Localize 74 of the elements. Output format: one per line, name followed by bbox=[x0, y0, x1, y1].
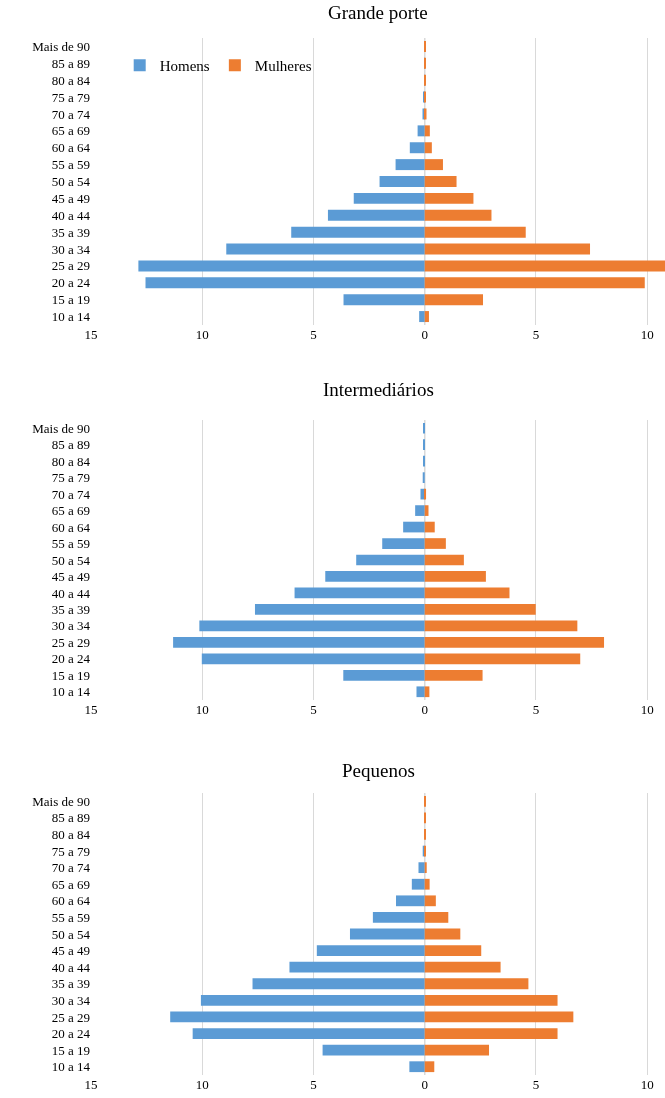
y-tick-label: 45 a 49 bbox=[51, 943, 90, 959]
y-tick-label: 45 a 49 bbox=[51, 569, 90, 585]
x-tick-label: 5 bbox=[310, 702, 317, 717]
y-tick-label: 15 a 19 bbox=[51, 292, 90, 308]
y-tick-label: 30 a 34 bbox=[51, 241, 91, 257]
y-tick-label: 85 a 89 bbox=[51, 437, 90, 453]
chart-title: Grande porte bbox=[328, 2, 428, 23]
y-tick-label: 15 a 19 bbox=[51, 1042, 90, 1058]
y-tick-label: 35 a 39 bbox=[51, 601, 90, 617]
y-tick-label: 70 a 74 bbox=[51, 860, 91, 876]
y-tick-label: 70 a 74 bbox=[51, 106, 91, 122]
y-tick-label: 35 a 39 bbox=[51, 976, 90, 992]
x-tick-label: 0 bbox=[421, 1077, 428, 1092]
y-tick-label: 50 a 54 bbox=[51, 926, 91, 942]
y-tick-label: 60 a 64 bbox=[51, 519, 91, 535]
y-tick-label: 25 a 29 bbox=[51, 1009, 90, 1025]
x-tick-label: 10 bbox=[195, 702, 209, 717]
x-tick-label: 10 bbox=[640, 327, 654, 342]
y-tick-label: 10 a 14 bbox=[51, 1059, 91, 1075]
y-tick-label: 60 a 64 bbox=[51, 893, 91, 909]
y-tick-label: 65 a 69 bbox=[51, 503, 90, 519]
y-tick-label: 75 a 79 bbox=[51, 470, 90, 486]
x-tick-label: 15 bbox=[84, 1077, 98, 1092]
y-tick-label: 30 a 34 bbox=[51, 992, 91, 1008]
y-tick-label: 10 a 14 bbox=[51, 309, 91, 325]
x-tick-label: 5 bbox=[532, 1077, 540, 1092]
y-tick-label: 75 a 79 bbox=[51, 89, 90, 105]
y-tick-label: 35 a 39 bbox=[51, 224, 90, 240]
y-tick-label: 80 a 84 bbox=[51, 827, 91, 843]
x-tick-label: 5 bbox=[310, 1077, 317, 1092]
y-tick-label: 65 a 69 bbox=[51, 876, 90, 892]
y-tick-label: 55 a 59 bbox=[51, 909, 90, 925]
y-tick-label: 20 a 24 bbox=[51, 275, 91, 291]
legend-label: Mulheres bbox=[254, 58, 312, 75]
y-tick-label: 55 a 59 bbox=[51, 157, 90, 173]
y-tick-label: 25 a 29 bbox=[51, 258, 90, 274]
x-tick-label: 0 bbox=[421, 702, 428, 717]
y-tick-label: 75 a 79 bbox=[51, 843, 90, 859]
y-tick-label: 65 a 69 bbox=[51, 123, 90, 139]
y-tick-label: 10 a 14 bbox=[51, 684, 91, 700]
y-tick-label: Mais de 90 bbox=[32, 38, 90, 54]
y-tick-label: 50 a 54 bbox=[51, 552, 91, 568]
x-tick-label: 5 bbox=[310, 327, 317, 342]
chart-title: Intermediários bbox=[323, 379, 434, 400]
y-tick-label: Mais de 90 bbox=[32, 793, 90, 809]
y-tick-label: 45 a 49 bbox=[51, 190, 90, 206]
y-tick-label: 50 a 54 bbox=[51, 174, 91, 190]
x-tick-label: 5 bbox=[532, 702, 540, 717]
legend-label: Homens bbox=[159, 58, 210, 75]
x-tick-label: 10 bbox=[640, 702, 654, 717]
y-tick-label: 80 a 84 bbox=[51, 453, 91, 469]
x-tick-label: 0 bbox=[421, 327, 428, 342]
x-tick-label: 10 bbox=[640, 1077, 654, 1092]
y-tick-label: 40 a 44 bbox=[51, 207, 91, 223]
y-tick-label: 40 a 44 bbox=[51, 959, 91, 975]
y-tick-label: 70 a 74 bbox=[51, 486, 91, 502]
x-tick-label: 15 bbox=[84, 702, 98, 717]
y-tick-label: 60 a 64 bbox=[51, 140, 91, 156]
y-tick-label: 25 a 29 bbox=[51, 634, 90, 650]
x-tick-label: 5 bbox=[532, 327, 540, 342]
y-tick-label: 80 a 84 bbox=[51, 72, 91, 88]
y-tick-label: Mais de 90 bbox=[32, 420, 90, 436]
y-tick-label: 85 a 89 bbox=[51, 810, 90, 826]
y-tick-label: 20 a 24 bbox=[51, 1026, 91, 1042]
y-tick-label: 40 a 44 bbox=[51, 585, 91, 601]
chart-title: Pequenos bbox=[342, 760, 415, 781]
y-tick-label: 20 a 24 bbox=[51, 651, 91, 667]
x-tick-label: 15 bbox=[84, 327, 98, 342]
x-tick-label: 10 bbox=[195, 1077, 209, 1092]
x-tick-label: 10 bbox=[195, 327, 209, 342]
y-tick-label: 15 a 19 bbox=[51, 667, 90, 683]
y-tick-label: 85 a 89 bbox=[51, 55, 90, 71]
y-tick-label: 30 a 34 bbox=[51, 618, 91, 634]
y-tick-label: 55 a 59 bbox=[51, 536, 90, 552]
